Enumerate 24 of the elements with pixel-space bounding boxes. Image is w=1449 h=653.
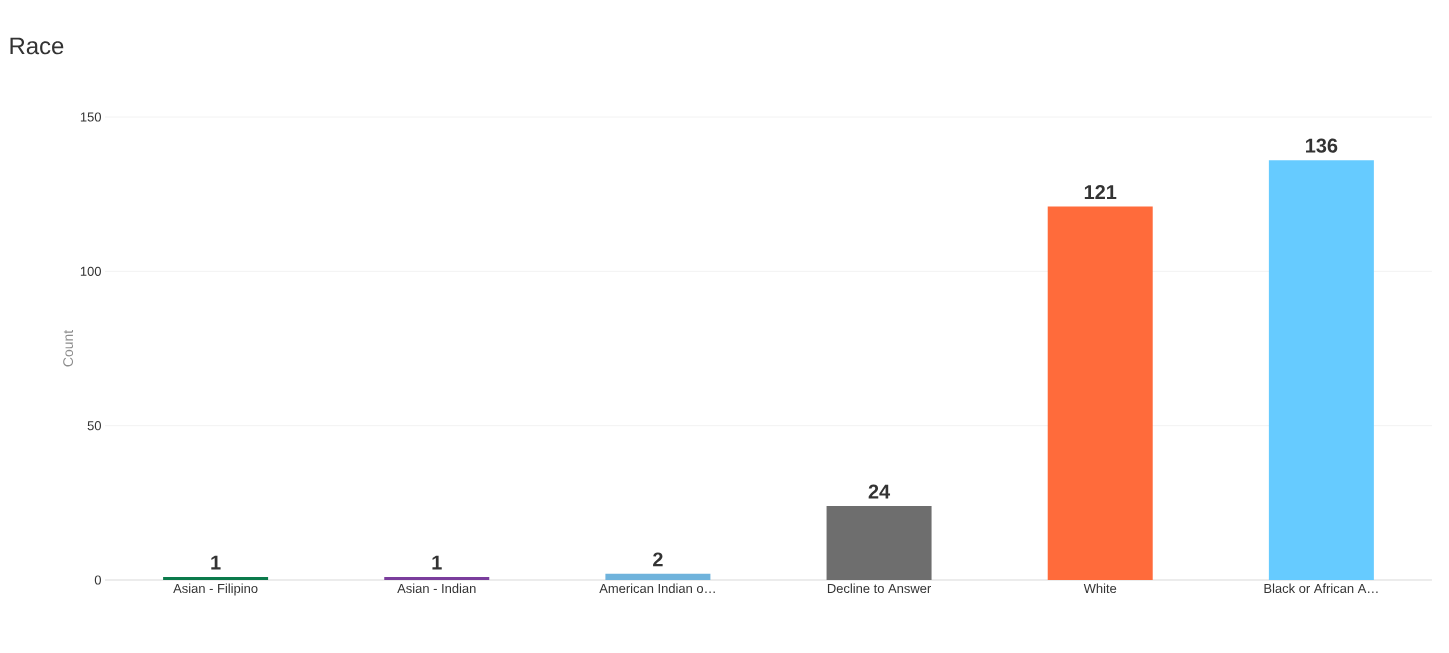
data-label: 2 — [653, 552, 663, 567]
data-label: 1 — [432, 555, 442, 570]
bar — [163, 576, 269, 580]
bar — [826, 505, 932, 580]
bar — [1047, 206, 1153, 580]
data-label: 24 — [868, 484, 891, 499]
y-axis-title: Count — [63, 329, 74, 367]
x-tick-label: Decline to Answer — [827, 583, 931, 594]
y-tick-label: 50 — [87, 421, 101, 431]
y-tick-label: 150 — [80, 112, 101, 122]
data-label: 121 — [1084, 185, 1117, 199]
bar — [384, 576, 490, 580]
bar — [605, 573, 711, 580]
y-tick-label: 0 — [94, 575, 101, 585]
data-label: 1 — [211, 555, 221, 570]
x-tick-label: White — [1083, 583, 1117, 594]
x-tick-label: American Indian o… — [599, 583, 715, 594]
x-tick-label: Asian - Filipino — [173, 583, 258, 596]
x-tick-label: Asian - Indian — [397, 583, 476, 594]
y-tick-label: 100 — [80, 266, 101, 276]
data-label: 136 — [1306, 138, 1338, 153]
x-tick-label: Black or African A… — [1264, 583, 1378, 594]
bar — [1268, 160, 1374, 580]
chart-title: Race — [10, 37, 64, 55]
